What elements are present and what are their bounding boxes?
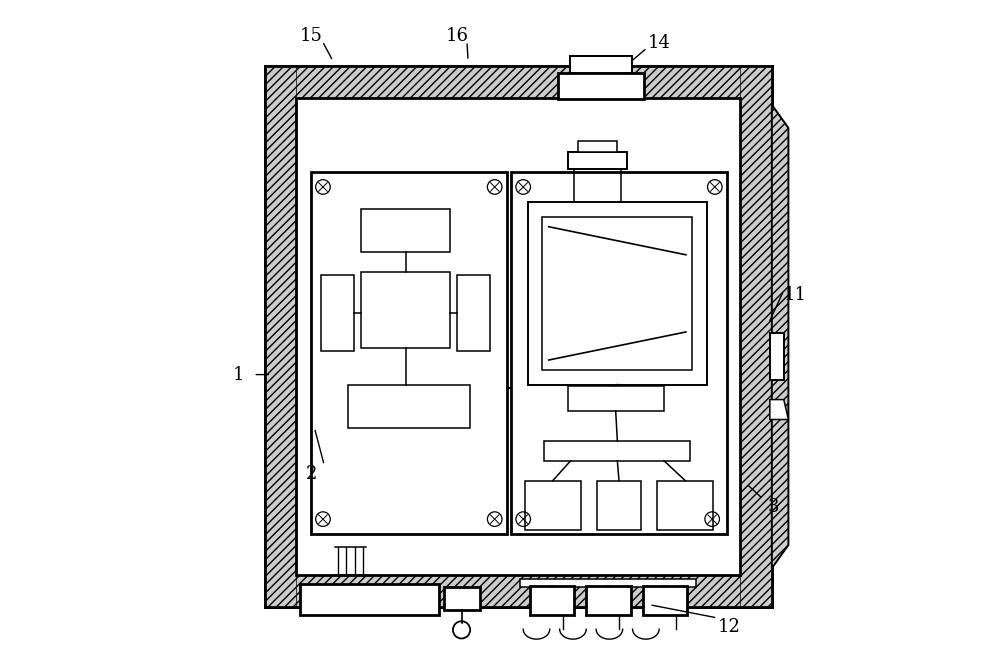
FancyBboxPatch shape: [265, 66, 772, 607]
FancyBboxPatch shape: [586, 586, 631, 615]
FancyBboxPatch shape: [528, 202, 707, 385]
FancyBboxPatch shape: [770, 333, 784, 380]
Text: 11: 11: [784, 286, 807, 304]
FancyBboxPatch shape: [597, 481, 641, 530]
FancyBboxPatch shape: [643, 586, 687, 615]
FancyBboxPatch shape: [444, 587, 480, 610]
FancyBboxPatch shape: [511, 172, 727, 534]
FancyBboxPatch shape: [657, 481, 713, 530]
FancyBboxPatch shape: [525, 481, 581, 530]
FancyBboxPatch shape: [361, 209, 450, 252]
Text: 3: 3: [768, 498, 780, 516]
FancyBboxPatch shape: [300, 584, 439, 615]
Text: 2: 2: [305, 465, 317, 483]
FancyBboxPatch shape: [348, 385, 470, 428]
FancyBboxPatch shape: [568, 152, 627, 169]
FancyBboxPatch shape: [296, 98, 740, 575]
FancyBboxPatch shape: [321, 275, 354, 351]
Text: 12: 12: [717, 617, 740, 636]
FancyBboxPatch shape: [265, 66, 772, 98]
FancyBboxPatch shape: [578, 141, 617, 152]
Polygon shape: [772, 105, 788, 568]
FancyBboxPatch shape: [568, 386, 664, 411]
FancyBboxPatch shape: [311, 172, 507, 534]
FancyBboxPatch shape: [530, 586, 574, 615]
FancyBboxPatch shape: [457, 275, 490, 351]
FancyBboxPatch shape: [542, 217, 692, 370]
FancyBboxPatch shape: [265, 575, 772, 607]
FancyBboxPatch shape: [570, 56, 632, 73]
FancyBboxPatch shape: [544, 441, 690, 461]
Text: 16: 16: [445, 27, 468, 46]
FancyBboxPatch shape: [558, 73, 644, 99]
Text: 15: 15: [300, 27, 322, 46]
Text: 1: 1: [232, 365, 244, 384]
FancyBboxPatch shape: [361, 272, 450, 348]
FancyBboxPatch shape: [265, 66, 296, 607]
Text: 14: 14: [648, 34, 671, 52]
FancyBboxPatch shape: [740, 66, 772, 607]
Polygon shape: [770, 400, 788, 420]
FancyBboxPatch shape: [520, 579, 696, 587]
